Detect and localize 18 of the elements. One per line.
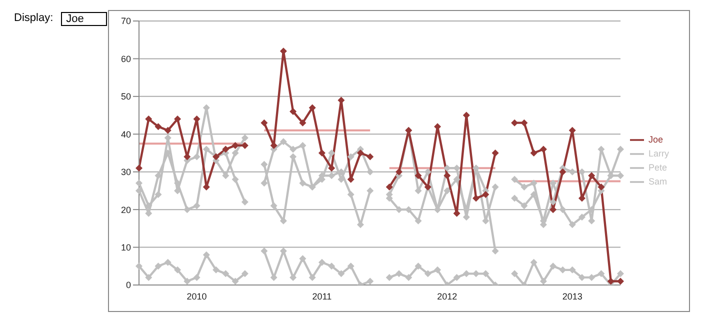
- y-tick-label: 50: [120, 92, 131, 102]
- x-tick-label: 2012: [437, 291, 458, 302]
- x-tick-label: 2013: [562, 291, 582, 302]
- legend-label: Larry: [648, 148, 669, 158]
- y-tick-label: 60: [120, 54, 131, 64]
- y-tick-label: 10: [120, 242, 131, 252]
- y-tick-label: 20: [120, 204, 131, 215]
- text: Joe: [61, 12, 108, 26]
- legend-label: Pete: [648, 162, 667, 172]
- legend-label: Sam: [648, 176, 667, 186]
- y-tick-label: 70: [120, 16, 131, 26]
- legend-label: Joe: [648, 134, 663, 144]
- text: Display:: [14, 12, 54, 26]
- x-tick-label: 2010: [186, 291, 207, 302]
- x-tick-label: 2011: [312, 291, 332, 302]
- y-tick-label: 40: [120, 129, 131, 140]
- y-tick-label: 30: [120, 167, 131, 178]
- y-tick-label: 0: [126, 280, 131, 290]
